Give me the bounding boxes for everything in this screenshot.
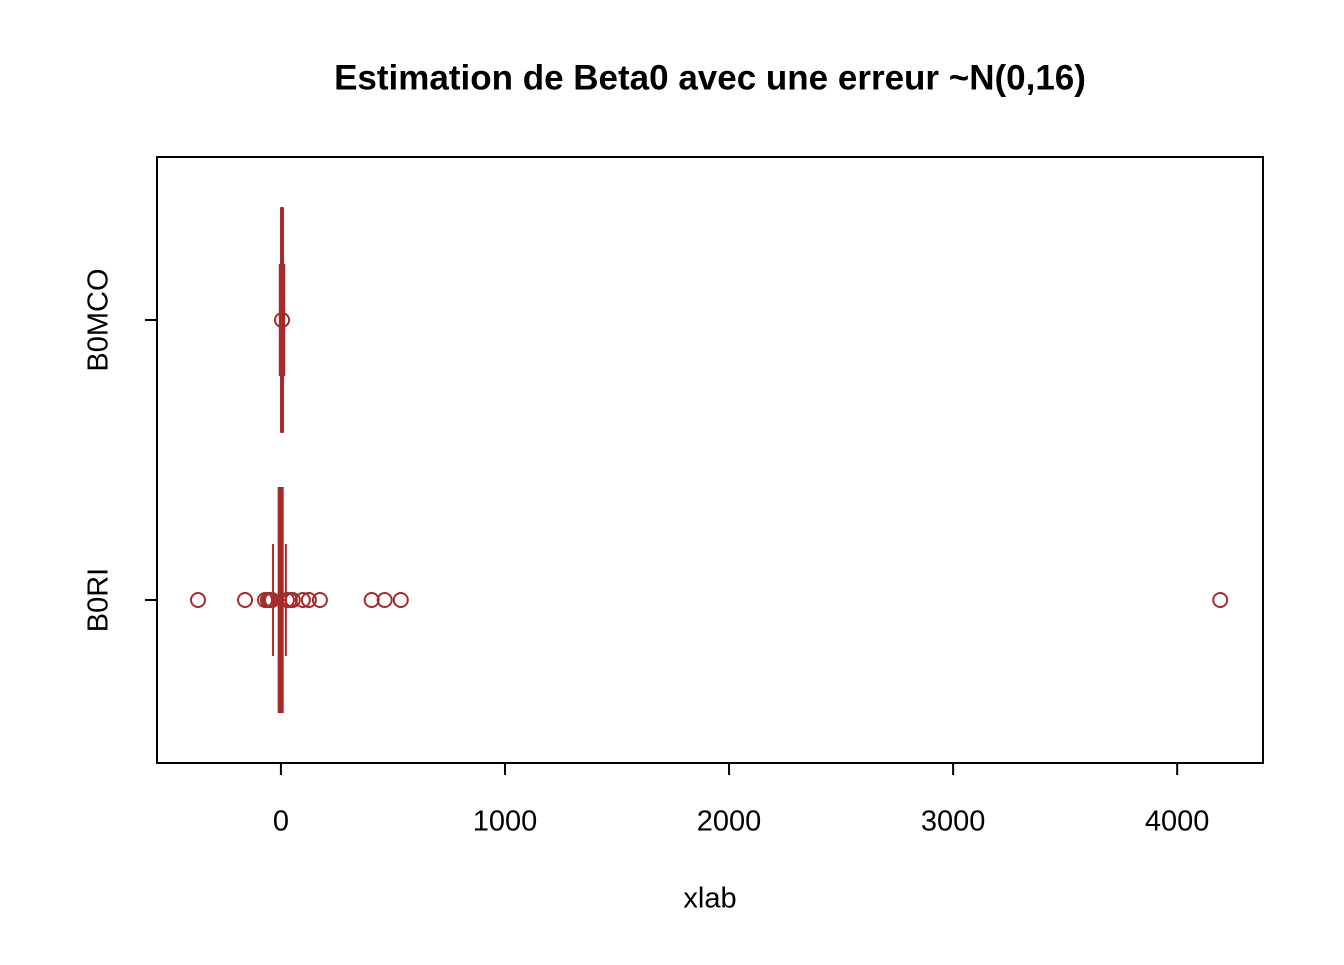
outlier <box>392 592 409 608</box>
outlier <box>376 592 393 608</box>
outlier <box>1212 592 1229 608</box>
outlier <box>190 592 207 608</box>
outlier <box>237 592 254 608</box>
y-tick-label: B0RI <box>83 568 115 632</box>
outlier <box>274 312 291 328</box>
chart-title: Estimation de Beta0 avec une erreur ~N(0… <box>334 58 1086 97</box>
outlier <box>263 592 280 608</box>
y-tick-label: B0MCO <box>83 268 115 371</box>
outlier <box>300 592 317 608</box>
x-tick-label: 1000 <box>473 806 538 838</box>
x-axis-label: xlab <box>683 883 736 915</box>
plot-frame <box>156 156 1264 764</box>
outlier <box>294 592 311 608</box>
outlier <box>363 592 380 608</box>
outlier <box>311 592 328 608</box>
outlier <box>284 592 301 608</box>
x-tick-label: 0 <box>273 806 289 838</box>
x-tick-label: 3000 <box>921 806 986 838</box>
x-tick-label: 4000 <box>1145 806 1210 838</box>
x-tick-label: 2000 <box>697 806 762 838</box>
